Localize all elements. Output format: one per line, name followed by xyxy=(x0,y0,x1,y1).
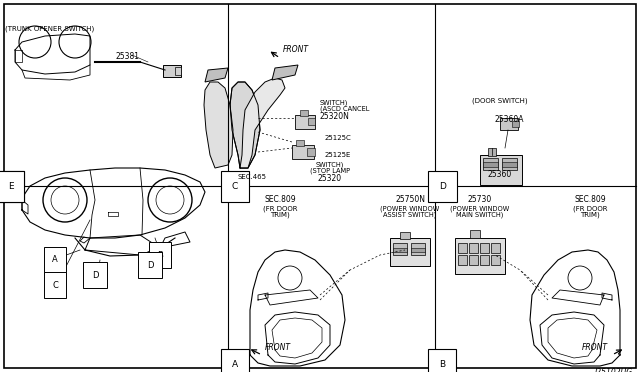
Bar xyxy=(480,155,522,185)
Bar xyxy=(15,50,22,62)
Text: 25125E: 25125E xyxy=(325,152,351,158)
Polygon shape xyxy=(230,82,260,168)
Text: 25381: 25381 xyxy=(116,52,140,61)
Text: SEC.465: SEC.465 xyxy=(238,174,267,180)
Text: (POWER WINDOW: (POWER WINDOW xyxy=(380,205,440,212)
Text: (FR DOOR: (FR DOOR xyxy=(263,205,297,212)
Text: MAIN SWITCH): MAIN SWITCH) xyxy=(456,212,504,218)
Polygon shape xyxy=(205,68,228,82)
Text: SWITCH): SWITCH) xyxy=(320,100,348,106)
Bar xyxy=(491,255,500,265)
Text: (ASCD CANCEL: (ASCD CANCEL xyxy=(320,106,369,112)
Bar xyxy=(483,162,498,167)
Bar xyxy=(491,243,500,253)
Text: E: E xyxy=(8,182,13,191)
Bar xyxy=(390,238,430,266)
Bar xyxy=(411,243,425,255)
Text: C: C xyxy=(52,280,58,289)
Text: 25125C: 25125C xyxy=(325,135,352,141)
Text: (TRUNK OPENER SWITCH): (TRUNK OPENER SWITCH) xyxy=(5,25,95,32)
Text: FRONT: FRONT xyxy=(265,343,291,353)
Bar xyxy=(455,238,505,274)
Bar xyxy=(400,232,410,239)
Bar xyxy=(483,158,498,170)
Bar xyxy=(458,243,467,253)
Bar xyxy=(502,162,517,167)
Text: C: C xyxy=(232,182,238,191)
Text: 25730: 25730 xyxy=(468,195,492,204)
Text: 25320N: 25320N xyxy=(320,112,350,121)
Bar xyxy=(308,118,315,125)
Text: J25102UG: J25102UG xyxy=(594,368,632,372)
Polygon shape xyxy=(272,65,298,80)
Text: (FR DOOR: (FR DOOR xyxy=(573,205,607,212)
Text: 25750N: 25750N xyxy=(395,195,425,204)
Bar xyxy=(512,121,519,127)
Bar xyxy=(480,243,489,253)
Text: SEC.809: SEC.809 xyxy=(574,195,606,204)
Text: ASSIST SWITCH): ASSIST SWITCH) xyxy=(383,212,436,218)
Text: 25320: 25320 xyxy=(318,174,342,183)
Text: E: E xyxy=(8,182,13,191)
Bar xyxy=(500,118,518,130)
Bar xyxy=(163,65,181,77)
Bar xyxy=(458,255,467,265)
Bar xyxy=(393,243,407,255)
Text: D: D xyxy=(439,182,446,191)
Bar xyxy=(411,248,425,252)
Polygon shape xyxy=(240,78,285,168)
Text: D: D xyxy=(92,270,99,279)
Text: B: B xyxy=(439,360,445,369)
Text: (STOP LAMP: (STOP LAMP xyxy=(310,168,350,174)
Text: A: A xyxy=(52,256,58,264)
Bar xyxy=(175,67,181,75)
Bar xyxy=(502,158,517,170)
Text: D: D xyxy=(147,260,153,269)
Bar xyxy=(469,243,478,253)
Bar xyxy=(480,255,489,265)
Text: A: A xyxy=(232,360,238,369)
Text: TRIM): TRIM) xyxy=(580,212,600,218)
Text: FRONT: FRONT xyxy=(582,343,608,353)
Text: (DOOR SWITCH): (DOOR SWITCH) xyxy=(472,98,528,105)
Text: B: B xyxy=(157,250,163,260)
Bar xyxy=(307,148,315,156)
Text: TRIM): TRIM) xyxy=(270,212,290,218)
Text: SWITCH): SWITCH) xyxy=(316,162,344,169)
Text: 25360A: 25360A xyxy=(494,115,524,124)
Bar xyxy=(300,110,308,116)
Text: SEC.809: SEC.809 xyxy=(264,195,296,204)
Bar xyxy=(292,145,314,159)
Text: 25360: 25360 xyxy=(488,170,512,179)
Bar xyxy=(488,148,496,156)
Bar xyxy=(296,140,304,146)
Bar xyxy=(393,248,407,252)
Bar xyxy=(469,255,478,265)
Text: FRONT: FRONT xyxy=(283,45,309,55)
Polygon shape xyxy=(204,82,233,168)
Bar xyxy=(470,230,480,238)
Bar xyxy=(295,115,315,129)
Text: (POWER WINDOW: (POWER WINDOW xyxy=(451,205,509,212)
